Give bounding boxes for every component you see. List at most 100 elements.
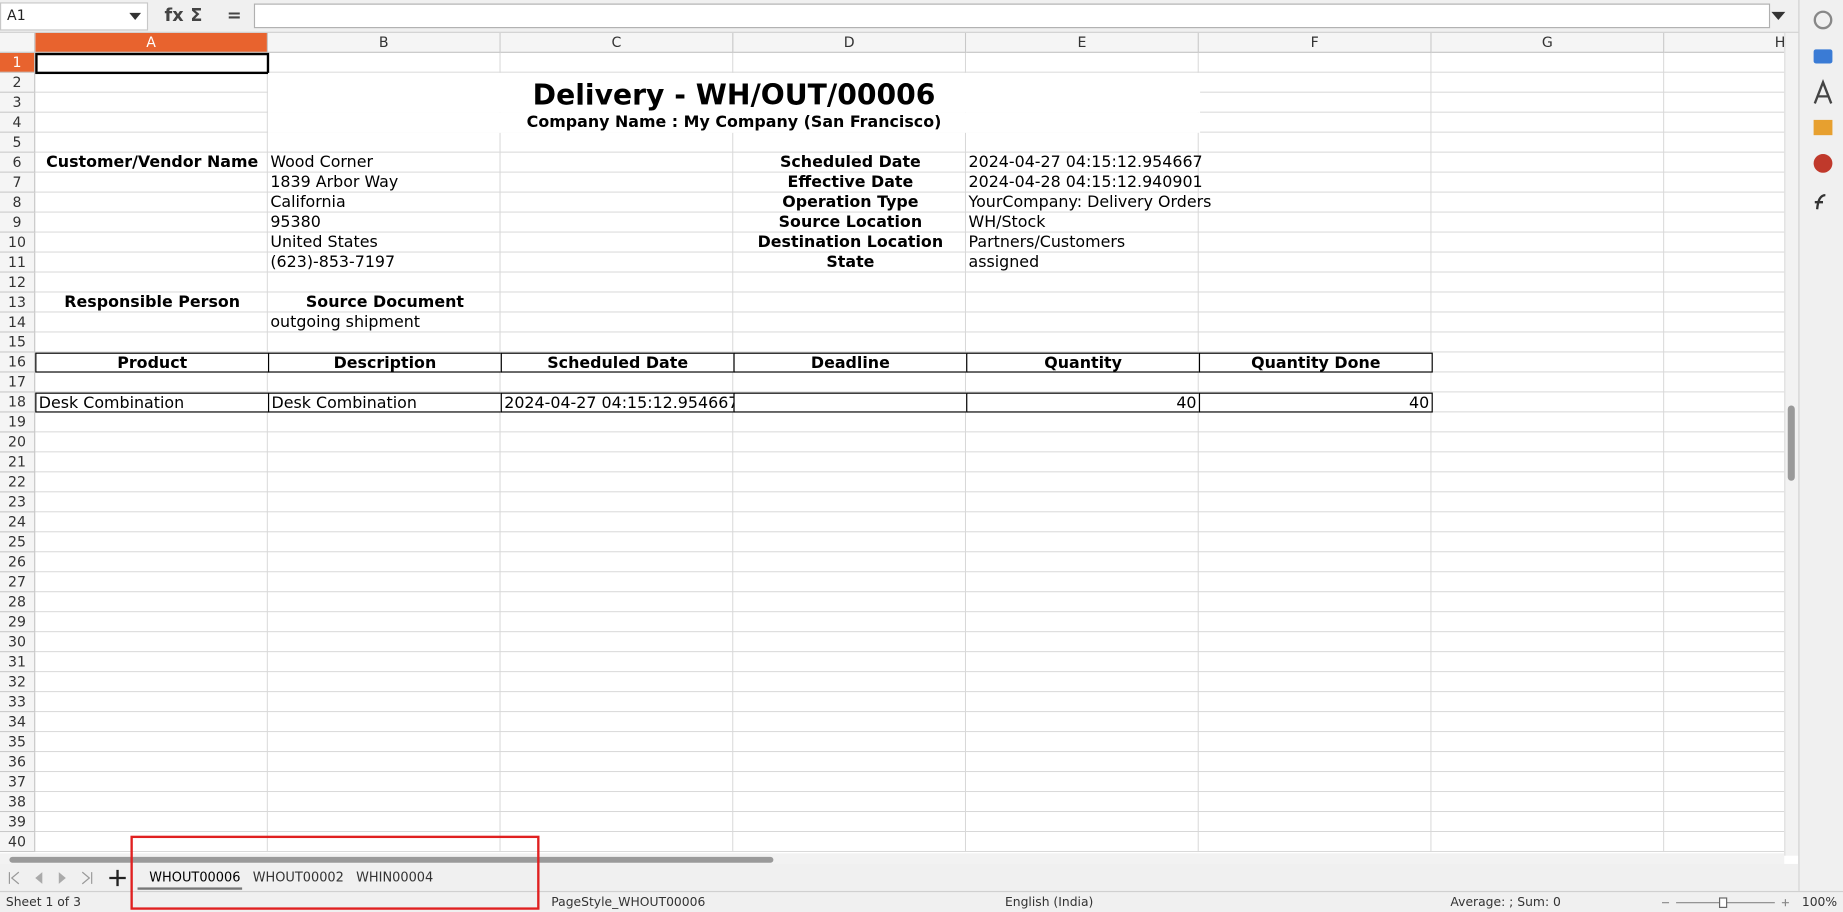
info-label: Source Location: [778, 212, 923, 232]
row-header[interactable]: 24: [0, 512, 36, 533]
column-header[interactable]: A: [35, 32, 268, 53]
column-header[interactable]: D: [733, 32, 967, 53]
horizontal-scroll-thumb[interactable]: [9, 856, 774, 863]
selected-cell[interactable]: [35, 52, 270, 75]
row-header[interactable]: 26: [0, 552, 36, 573]
add-sheet-button[interactable]: [109, 869, 126, 887]
navigator-icon[interactable]: [1813, 153, 1833, 173]
row-header[interactable]: 4: [0, 112, 36, 133]
table-header: Quantity Done: [1198, 352, 1433, 373]
column-header[interactable]: G: [1431, 32, 1665, 53]
sheet-tab[interactable]: WHOUT00002: [252, 869, 344, 886]
row-header[interactable]: 14: [0, 312, 36, 333]
row-header[interactable]: 5: [0, 132, 36, 153]
zoom-slider[interactable]: [1660, 896, 1792, 910]
first-sheet-button[interactable]: [8, 871, 20, 885]
row-header[interactable]: 9: [0, 212, 36, 233]
row-header[interactable]: 1: [0, 52, 36, 73]
row-header[interactable]: 6: [0, 152, 36, 173]
row-header[interactable]: 12: [0, 272, 36, 293]
row-header[interactable]: 29: [0, 612, 36, 633]
row-header[interactable]: 34: [0, 712, 36, 733]
row-header[interactable]: 15: [0, 332, 36, 353]
row-header[interactable]: 38: [0, 792, 36, 813]
row-header[interactable]: 8: [0, 192, 36, 213]
report-title: Delivery - WH/OUT/00006: [267, 72, 1201, 113]
last-sheet-button[interactable]: [81, 871, 93, 885]
formula-input[interactable]: [253, 3, 1771, 29]
source-document: outgoing shipment: [270, 312, 420, 332]
column-header[interactable]: E: [966, 32, 1199, 53]
prev-sheet-button[interactable]: [35, 872, 43, 884]
highlight-box: [130, 835, 540, 910]
customer-label: Customer/Vendor Name: [46, 152, 259, 172]
row-header[interactable]: 11: [0, 252, 36, 273]
table-cell: 40: [1198, 392, 1433, 413]
info-label: Effective Date: [787, 172, 914, 192]
row-header[interactable]: 19: [0, 412, 36, 433]
row-header[interactable]: 39: [0, 812, 36, 833]
sidebar-icons: [1813, 10, 1833, 210]
horizontal-scrollbar[interactable]: [0, 853, 1785, 864]
row-header[interactable]: 40: [0, 832, 36, 853]
toolbar-icon[interactable]: =: [226, 4, 242, 26]
table-header: Deadline: [733, 352, 968, 373]
expand-arrow[interactable]: [1771, 11, 1786, 21]
active-tab-underline: [137, 887, 243, 890]
row-header[interactable]: 10: [0, 232, 36, 253]
column-header[interactable]: F: [1198, 32, 1432, 53]
customer-line: California: [270, 192, 346, 212]
row-header[interactable]: 28: [0, 592, 36, 613]
sheet-tab[interactable]: WHIN00004: [356, 869, 434, 886]
row-header[interactable]: 36: [0, 752, 36, 773]
styles-icon[interactable]: [1813, 79, 1833, 104]
tab-bar: [0, 863, 1799, 891]
table-cell: Desk Combination: [267, 392, 502, 413]
column-header[interactable]: H: [1664, 32, 1785, 53]
functions-icon[interactable]: [1814, 193, 1826, 210]
row-header[interactable]: 16: [0, 352, 36, 373]
info-label: Operation Type: [782, 192, 919, 212]
row-header[interactable]: 17: [0, 372, 36, 393]
row-header[interactable]: 20: [0, 432, 36, 453]
sidebar: [1798, 0, 1843, 891]
status-bar: [0, 890, 1843, 912]
corner[interactable]: [0, 32, 36, 53]
name-box[interactable]: [0, 2, 149, 31]
row-header[interactable]: 25: [0, 532, 36, 553]
row-header[interactable]: 21: [0, 452, 36, 473]
row-header[interactable]: 7: [0, 172, 36, 193]
column-header[interactable]: B: [267, 32, 501, 53]
toolbar-icon[interactable]: Σ: [190, 4, 203, 26]
column-header[interactable]: C: [500, 32, 734, 53]
row-header[interactable]: 27: [0, 572, 36, 593]
row-header[interactable]: 23: [0, 492, 36, 513]
customer-line: (623)-853-7197: [270, 252, 396, 272]
row-header[interactable]: 18: [0, 392, 36, 413]
row-header[interactable]: 32: [0, 672, 36, 693]
info-value: 2024-04-27 04:15:12.954667: [968, 152, 1203, 172]
table-header: Quantity: [966, 352, 1201, 373]
row-header[interactable]: 22: [0, 472, 36, 493]
info-label: Destination Location: [757, 232, 944, 252]
row-header[interactable]: 13: [0, 292, 36, 313]
table-cell: 2024-04-27 04:15:12.954667: [500, 392, 738, 413]
table-header: Product: [35, 352, 270, 373]
row-header[interactable]: 2: [0, 72, 36, 93]
row-header[interactable]: 37: [0, 772, 36, 793]
language: English (India): [1004, 895, 1094, 910]
settings-icon[interactable]: [1813, 10, 1833, 30]
row-header[interactable]: 3: [0, 92, 36, 113]
properties-icon[interactable]: [1813, 49, 1833, 64]
next-sheet-button[interactable]: [58, 872, 66, 884]
row-header[interactable]: 35: [0, 732, 36, 753]
row-header[interactable]: 33: [0, 692, 36, 713]
gallery-icon[interactable]: [1813, 119, 1833, 136]
toolbar-icon[interactable]: fx: [164, 4, 184, 26]
vertical-scroll-thumb[interactable]: [1787, 405, 1795, 481]
row-header[interactable]: 30: [0, 632, 36, 653]
row-header[interactable]: 31: [0, 652, 36, 673]
dropdown-arrow[interactable]: [129, 12, 142, 21]
sheet-tab[interactable]: WHOUT00006: [149, 869, 241, 886]
